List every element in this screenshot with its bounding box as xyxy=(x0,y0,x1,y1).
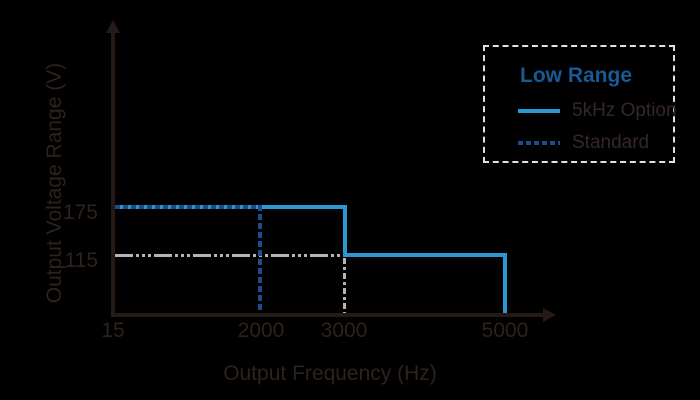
x-axis-arrow-icon xyxy=(543,308,556,322)
legend-label-standard: Standard xyxy=(572,132,650,153)
x-axis-line xyxy=(111,313,543,317)
series-standard-segment-175v xyxy=(115,205,261,209)
reference-line-115v xyxy=(115,254,344,257)
x-tick-5000: 5000 xyxy=(481,319,529,342)
series-5khz-drop-5000hz xyxy=(503,253,507,313)
x-tick-15: 15 xyxy=(101,319,125,342)
x-tick-2000: 2000 xyxy=(237,319,285,342)
y-tick-115: 115 xyxy=(64,249,98,272)
reference-line-3000hz xyxy=(343,258,346,313)
legend-label-5khz-option: 5kHz Option xyxy=(572,100,677,121)
legend-solid-line-swatch xyxy=(518,109,560,113)
x-axis-title: Output Frequency (Hz) xyxy=(223,362,437,385)
series-5khz-segment-115v xyxy=(343,253,507,257)
legend-box: Low Range 5kHz Option Standard xyxy=(483,45,677,163)
y-axis-arrow-icon xyxy=(106,20,120,33)
x-tick-3000: 3000 xyxy=(320,319,368,342)
y-axis-line xyxy=(111,30,115,317)
legend-dashed-line-swatch xyxy=(518,141,560,145)
series-standard-drop-2000hz xyxy=(258,205,262,313)
series-5khz-drop-3000hz xyxy=(343,205,347,257)
legend-title: Low Range xyxy=(520,64,633,87)
y-tick-175: 175 xyxy=(62,201,98,224)
